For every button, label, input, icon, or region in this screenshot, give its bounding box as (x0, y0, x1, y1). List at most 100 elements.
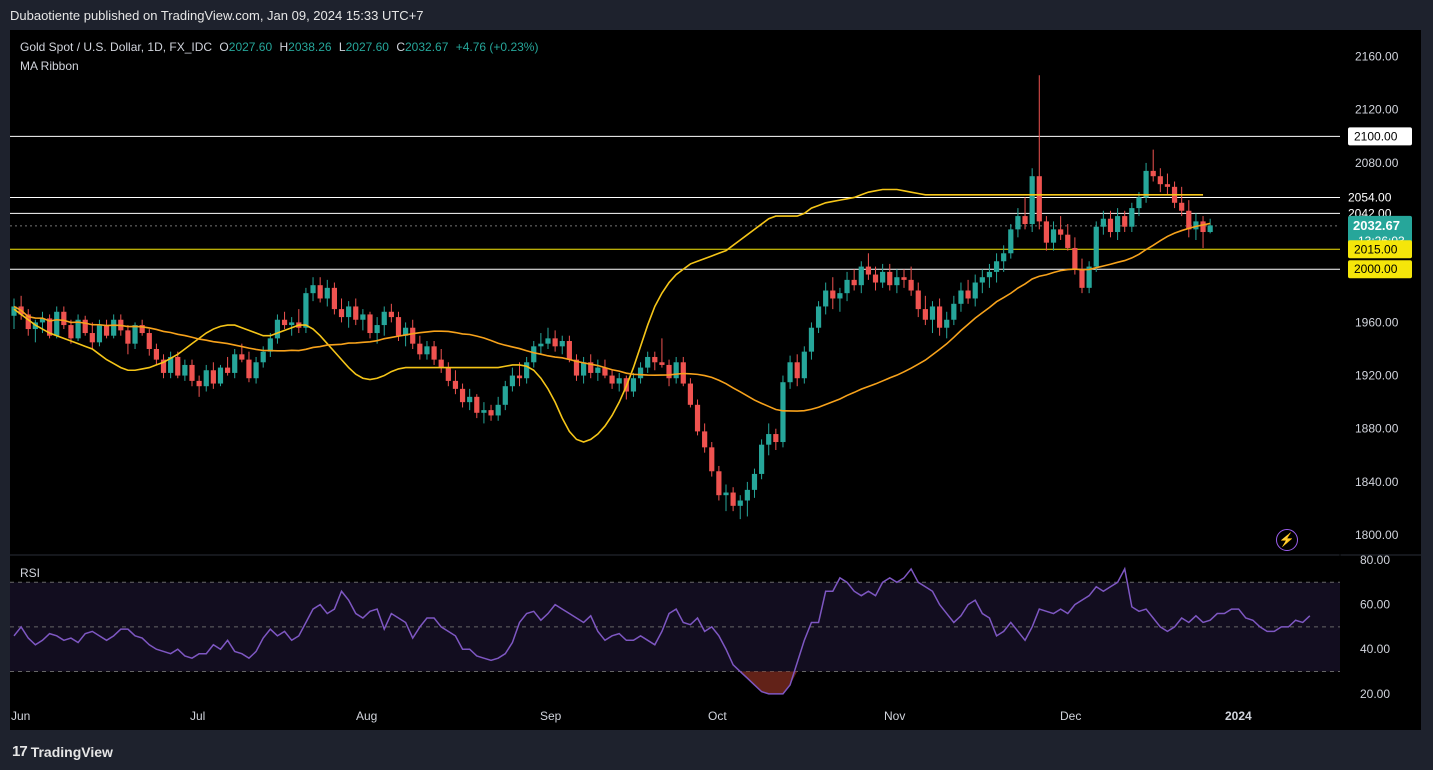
level-tag-2100: 2100.00 (1354, 129, 1398, 143)
publisher-bar: Dubaotiente published on TradingView.com… (0, 0, 1433, 30)
candle-body-114 (823, 290, 829, 307)
candle-body-148 (1065, 234, 1071, 248)
candle-body-24 (182, 364, 188, 376)
level-tag-2000-bg (1348, 260, 1412, 279)
candle-body-54 (395, 317, 402, 336)
candle-body-56 (410, 327, 416, 344)
candle-body-140 (1008, 229, 1014, 254)
candle-body-17 (132, 325, 138, 344)
candle-body-26 (196, 380, 202, 387)
current-price-tag: 2032.67 (1353, 218, 1400, 233)
high-value: 2038.26 (288, 40, 332, 54)
candle-body-22 (168, 356, 174, 373)
candle-body-158 (1136, 197, 1142, 209)
candle-body-77 (559, 341, 565, 347)
candle-body-168 (1207, 225, 1213, 233)
ma-slow-line (13, 222, 1211, 412)
candle-body-122 (880, 271, 886, 283)
candle-body-81 (588, 362, 594, 373)
candle-body-70 (509, 375, 515, 387)
candle-body-110 (794, 362, 800, 379)
candle-body-152 (1093, 226, 1099, 267)
candle-body-61 (445, 367, 451, 381)
candle-body-62 (452, 380, 459, 389)
rsi-legend[interactable]: RSI (20, 566, 41, 580)
candle-body-37 (274, 319, 281, 339)
candle-body-31 (232, 354, 238, 373)
publisher-text: Dubaotiente published on TradingView.com… (10, 8, 424, 23)
candle-body-55 (403, 327, 409, 336)
candle-body-92 (666, 364, 672, 379)
ohlc-low: L2027.60 (339, 40, 389, 54)
candle-body-4 (39, 318, 46, 323)
candle-body-79 (573, 359, 580, 376)
price-tick-label-7: 2160.00 (1355, 50, 1399, 64)
candle-body-2 (25, 314, 31, 330)
candle-body-150 (1079, 269, 1085, 288)
candle-body-21 (160, 359, 167, 373)
price-tick-label-2: 1880.00 (1355, 422, 1399, 436)
tradingview-logo[interactable]: 17 TradingView (12, 743, 113, 760)
price-tick-label-0: 1800.00 (1355, 528, 1399, 542)
candle-body-75 (545, 338, 551, 344)
level-tag-2015-bg (1348, 240, 1412, 259)
candle-body-111 (801, 351, 807, 379)
candle-body-146 (1050, 229, 1057, 243)
candle-body-136 (979, 277, 985, 283)
candle-body-39 (289, 322, 295, 326)
candle-body-139 (1001, 253, 1007, 262)
month-label-3: Sep (540, 709, 562, 723)
candle-body-166 (1193, 221, 1199, 230)
candle-body-121 (872, 274, 879, 283)
candle-body-63 (459, 388, 466, 403)
candle-body-119 (858, 266, 864, 286)
indicator-legend[interactable]: MA Ribbon (20, 59, 79, 73)
month-label-7: 2024 (1225, 709, 1252, 723)
candle-body-88 (637, 367, 644, 379)
candle-body-95 (687, 383, 693, 405)
candle-body-157 (1129, 208, 1135, 227)
candle-body-10 (82, 319, 88, 334)
candle-body-100 (723, 492, 729, 496)
lightning-icon[interactable]: ⚡ (1276, 529, 1298, 551)
candle-body-137 (986, 271, 993, 278)
candle-body-44 (324, 287, 330, 299)
rsi-tick-label-3: 80.00 (1360, 553, 1390, 567)
month-label-0: Jun (11, 709, 30, 723)
candle-body-128 (922, 309, 928, 320)
symbol-name[interactable]: Gold Spot / U.S. Dollar, 1D, FX_IDC (20, 40, 213, 54)
candle-body-133 (958, 290, 964, 304)
candle-body-115 (830, 290, 836, 299)
level-tag-2000: 2000.00 (1354, 262, 1398, 276)
candle-body-58 (424, 346, 430, 355)
candle-body-51 (374, 325, 380, 334)
open-label: O (219, 40, 229, 54)
candle-body-113 (815, 306, 822, 328)
candle-body-20 (153, 348, 159, 360)
candle-body-28 (210, 370, 216, 384)
candle-body-87 (630, 378, 637, 392)
candle-body-134 (965, 290, 971, 299)
price-tick-label-6: 2120.00 (1355, 103, 1399, 117)
ohlc-open: O2027.60 (219, 40, 272, 54)
open-value: 2027.60 (228, 40, 273, 54)
candle-body-90 (652, 356, 658, 363)
candle-body-33 (246, 359, 252, 379)
candle-body-144 (1036, 176, 1042, 222)
candle-body-109 (787, 362, 793, 383)
candle-body-96 (694, 404, 701, 432)
level-tag-2015: 2015.00 (1354, 242, 1398, 256)
brand-name: TradingView (30, 743, 113, 760)
month-label-1: Jul (190, 709, 205, 723)
candle-body-104 (751, 473, 758, 490)
candle-body-30 (225, 367, 231, 373)
price-tick-label-1: 1840.00 (1355, 475, 1399, 489)
candle-body-161 (1157, 176, 1163, 185)
candle-body-142 (1022, 216, 1028, 225)
candle-body-50 (367, 314, 373, 334)
candle-body-165 (1186, 210, 1192, 230)
candle-body-124 (894, 277, 900, 286)
candle-body-83 (602, 367, 608, 376)
candle-body-112 (808, 327, 815, 352)
